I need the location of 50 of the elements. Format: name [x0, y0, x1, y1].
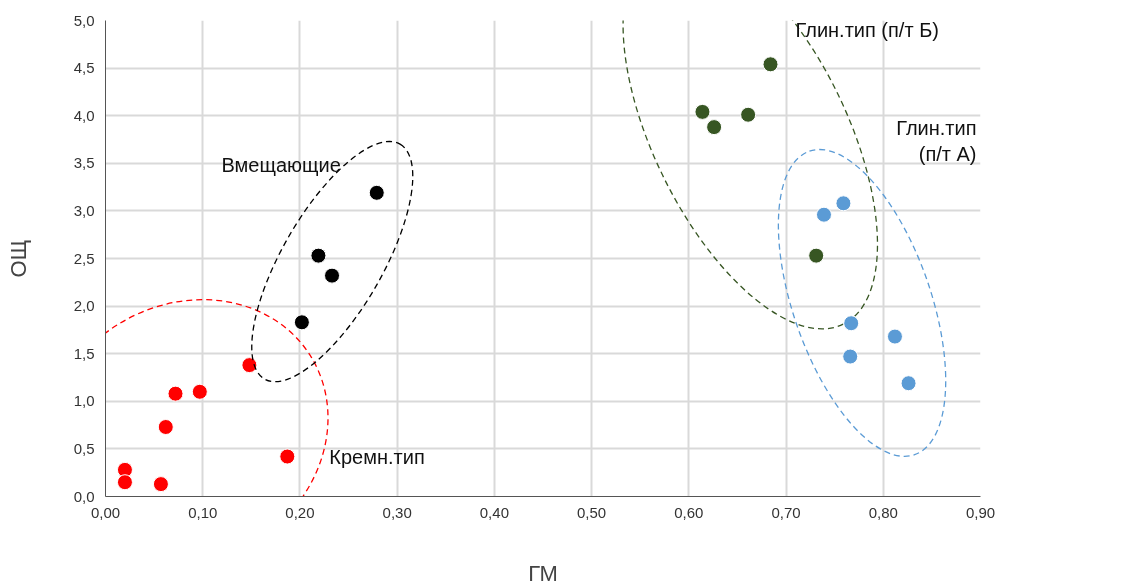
x-tick-label: 0,10	[188, 503, 218, 521]
point	[116, 474, 133, 491]
x-tick-label: 0,50	[577, 503, 607, 521]
x-tick-label: 0,40	[479, 503, 509, 521]
y-tick-label: 3,5	[73, 154, 95, 172]
point	[762, 56, 779, 73]
y-tick-label: 0,5	[73, 439, 95, 457]
y-tick-label: 0,0	[73, 487, 95, 505]
point	[167, 385, 184, 402]
x-tick-label: 0,90	[965, 503, 996, 521]
text: Глин.тип (п/т А)	[896, 117, 977, 166]
point	[843, 315, 860, 332]
x-tick-label: 0,20	[285, 503, 315, 521]
point	[842, 348, 859, 365]
x-tick-label: 0,00	[90, 503, 121, 521]
x-tick-label: 0,60	[674, 503, 704, 521]
y-tick-label: 2,0	[73, 297, 95, 315]
point	[324, 267, 341, 284]
point	[900, 375, 917, 392]
point	[694, 103, 711, 120]
x-tick-label: 0,80	[868, 503, 898, 521]
point	[368, 184, 385, 201]
point	[706, 119, 723, 136]
y-tick-label: 3,0	[73, 201, 95, 219]
point	[157, 419, 174, 435]
point	[152, 476, 169, 493]
y-tick-label: 2,5	[73, 249, 95, 267]
point	[279, 448, 296, 465]
series-label: Вмещающие	[221, 153, 341, 176]
point	[835, 195, 852, 212]
point	[116, 461, 133, 478]
point	[740, 106, 757, 123]
y-tick-label: 1,5	[73, 344, 95, 362]
series-label: Кремн.тип	[329, 445, 425, 468]
y-tick-label: 5,0	[73, 11, 95, 29]
point	[191, 383, 208, 400]
x-tick-label: 0,30	[382, 503, 412, 521]
y-axis-title: ОЩ	[5, 239, 31, 278]
point	[293, 314, 310, 331]
y-tick-label: 4,0	[73, 106, 95, 124]
x-tick-label: 0,70	[771, 503, 801, 521]
point	[886, 328, 903, 345]
series-label: Глин.тип (п/т Б)	[795, 19, 939, 42]
point	[815, 206, 832, 223]
point	[241, 357, 258, 374]
point	[310, 247, 327, 264]
y-tick-label: 4,5	[73, 59, 95, 77]
point	[808, 247, 825, 264]
x-axis-title: ГМ	[528, 560, 558, 586]
y-tick-label: 1,0	[73, 392, 95, 410]
